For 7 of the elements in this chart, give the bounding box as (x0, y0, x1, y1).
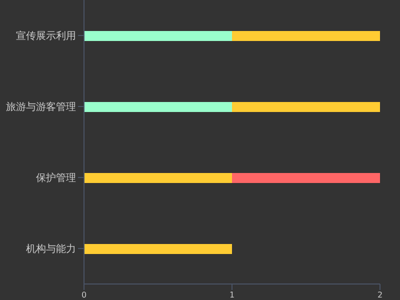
y-tick-label: 保护管理 (36, 172, 76, 184)
y-tick-label: 旅游与游客管理 (6, 101, 76, 114)
y-tick-label: 机构与能力 (26, 243, 76, 256)
y-tick-label: 宣传展示利用 (16, 30, 76, 42)
x-tick-label: 2 (377, 290, 383, 300)
x-tick-label: 1 (229, 290, 235, 300)
x-tick-label: 0 (81, 290, 87, 300)
